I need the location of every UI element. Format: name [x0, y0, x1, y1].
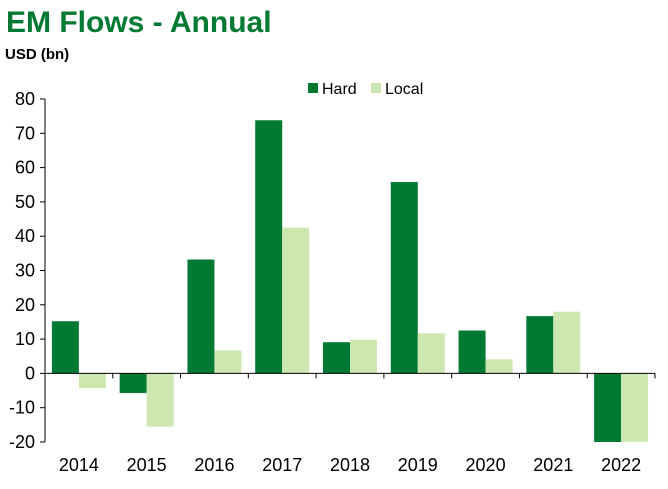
- x-tick-label: 2015: [127, 455, 167, 475]
- chart-title: EM Flows - Annual: [6, 6, 272, 39]
- bar-local-2019: [417, 333, 445, 374]
- bar-series-group: [51, 120, 649, 442]
- x-tick-label: 2021: [533, 455, 573, 475]
- x-tick-label: 2018: [330, 455, 370, 475]
- bar-hard-2019: [390, 182, 418, 374]
- bar-hard-2017: [255, 120, 283, 374]
- chart-legend: Hard Local: [308, 81, 423, 98]
- x-tick-label: 2014: [59, 455, 99, 475]
- bar-local-2021: [553, 311, 581, 374]
- legend-swatch-local: [371, 83, 381, 93]
- y-tick-label: 30: [15, 261, 35, 281]
- x-tick-label: 2017: [262, 455, 302, 475]
- y-tick-label: 20: [15, 295, 35, 315]
- bar-hard-2020: [458, 330, 486, 374]
- y-tick-label: 50: [15, 192, 35, 212]
- bar-hard-2016: [187, 259, 215, 374]
- y-tick-label: -20: [9, 432, 35, 452]
- y-tick-label: 0: [25, 363, 35, 383]
- y-axis: 80 70 60 50 40 30 20 10 0 -10 -20: [9, 89, 46, 452]
- x-tick-label: 2022: [601, 455, 641, 475]
- x-tick-label: 2020: [466, 455, 506, 475]
- bar-hard-2022: [594, 373, 622, 442]
- x-axis: 2014 2015 2016 2017 2018 2019 2020 2021 2022: [44, 372, 656, 475]
- y-axis-unit-label: USD (bn): [5, 46, 69, 63]
- y-tick-label: 40: [15, 226, 35, 246]
- bar-hard-2018: [323, 342, 350, 374]
- y-tick-label: 80: [15, 89, 35, 109]
- bar-local-2017: [282, 227, 310, 374]
- bar-local-2022: [621, 373, 649, 442]
- legend-label-local: Local: [385, 81, 423, 98]
- bar-hard-2015: [119, 373, 147, 393]
- y-tick-label: -10: [9, 398, 35, 418]
- y-tick-label: 60: [15, 158, 35, 178]
- bar-local-2014: [78, 373, 106, 389]
- bar-local-2020: [485, 359, 513, 374]
- bar-local-2016: [214, 350, 242, 374]
- x-tick-label: 2016: [194, 455, 234, 475]
- bar-local-2015: [146, 373, 174, 427]
- x-tick-label: 2019: [398, 455, 438, 475]
- bar-local-2018: [350, 339, 377, 374]
- bar-hard-2014: [51, 321, 79, 374]
- y-tick-label: 70: [15, 123, 35, 143]
- y-tick-label: 10: [15, 329, 35, 349]
- bar-hard-2021: [526, 316, 554, 374]
- legend-label-hard: Hard: [322, 81, 357, 98]
- legend-swatch-hard: [308, 83, 318, 93]
